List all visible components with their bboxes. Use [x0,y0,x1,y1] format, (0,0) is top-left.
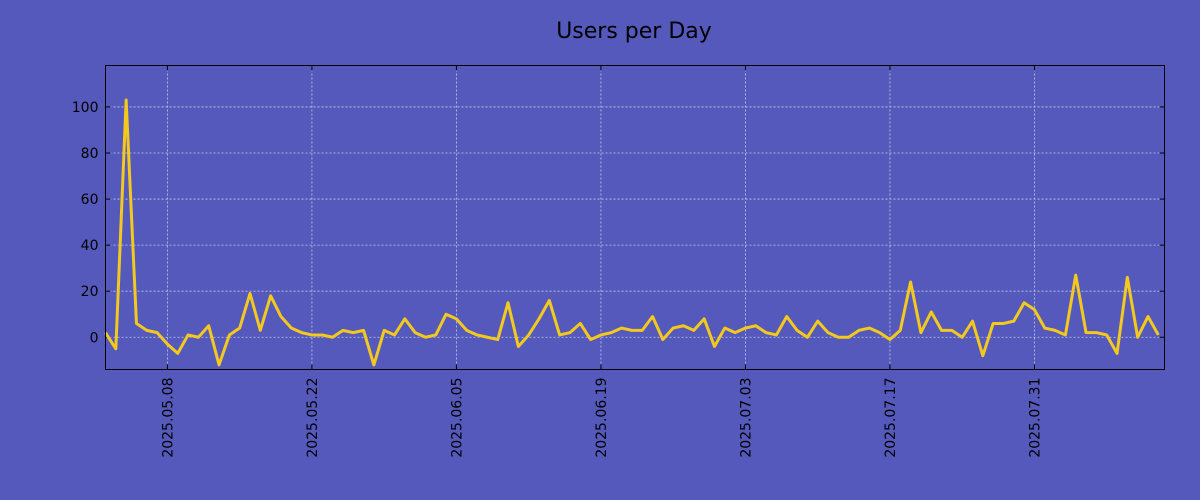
y-tick-label: 0 [90,330,99,346]
y-tick-label: 60 [81,192,99,208]
y-tick-label: 40 [81,238,99,254]
grid-lines [105,65,1165,370]
series-group [104,98,1160,367]
x-tick-label: 2025.07.03 [738,378,754,458]
chart-title: Users per Day [556,19,712,44]
y-tick-label: 80 [81,146,99,162]
x-tick-label: 2025.07.31 [1027,378,1043,458]
x-tick-label: 2025.06.19 [594,378,610,458]
x-tick-label: 2025.05.22 [305,378,321,458]
y-tick-label: 20 [81,284,99,300]
x-tick-label: 2025.07.17 [883,378,899,458]
x-tick-label: 2025.06.05 [449,378,465,458]
series-line-users [104,98,1160,367]
axis-ticks: 0 20 40 60 80 100 2025.05.08 2025.05.22 2025.06.… [72,65,1165,458]
x-tick-label: 2025.05.08 [160,378,176,458]
plot-area-frame [105,65,1165,370]
y-tick-label: 100 [72,100,99,116]
